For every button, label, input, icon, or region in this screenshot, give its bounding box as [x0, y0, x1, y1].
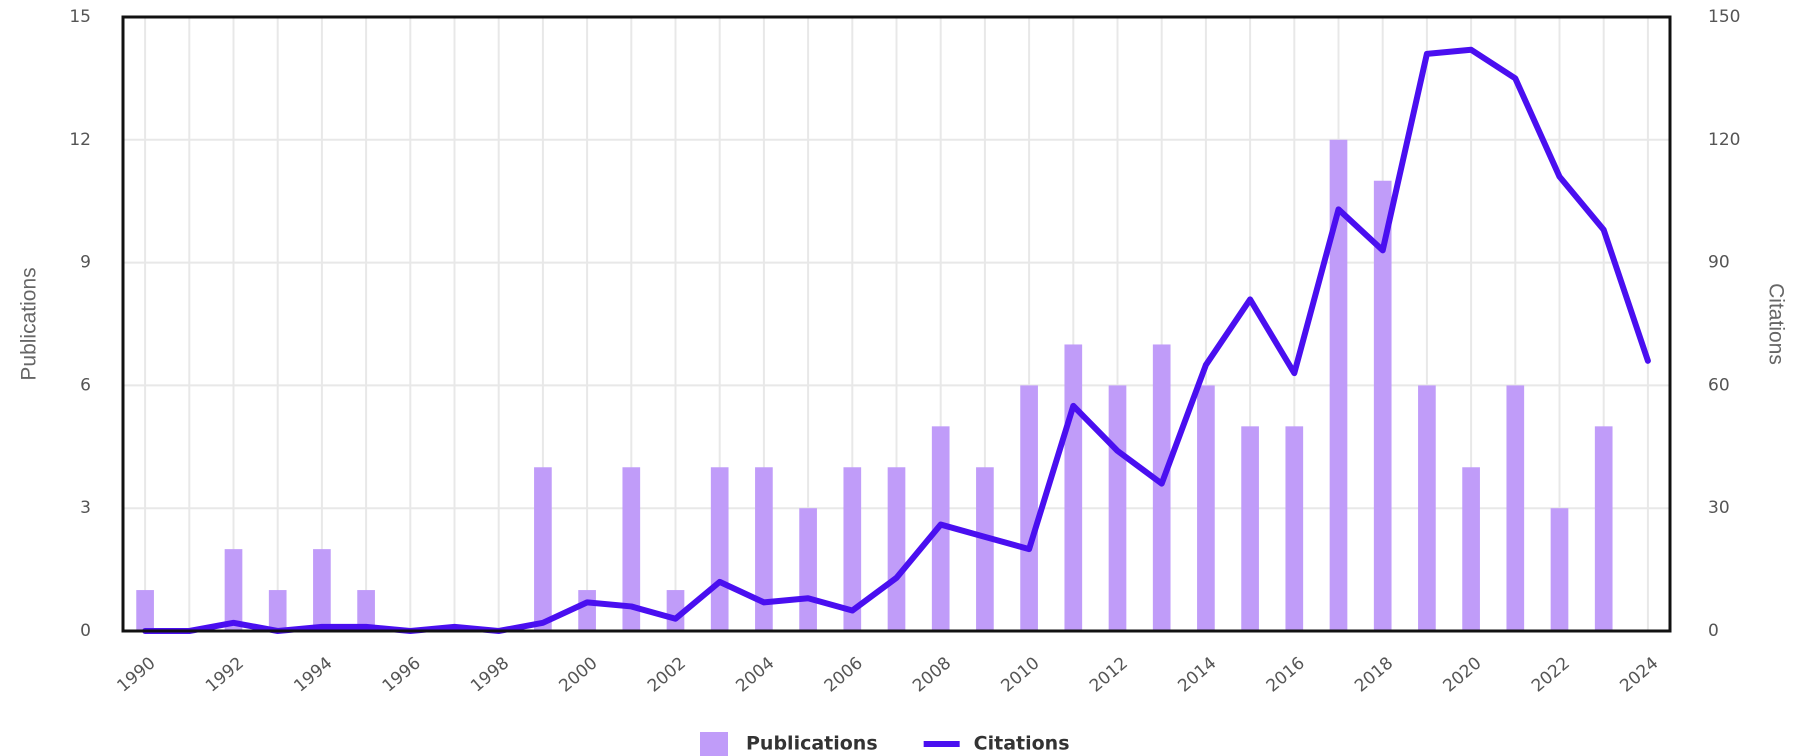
y-tick-label: 3: [80, 498, 91, 518]
y2-tick-label: 60: [1708, 375, 1730, 395]
x-tick-label: 2024: [1616, 653, 1662, 696]
x-tick-label: 2004: [732, 653, 778, 696]
x-tick-label: 1998: [467, 653, 513, 696]
y2-tick-label: 90: [1708, 253, 1730, 273]
x-tick-label: 2000: [556, 653, 602, 696]
y-tick-label: 12: [69, 130, 91, 150]
x-tick-label: 2016: [1263, 653, 1309, 696]
x-tick-label: 2018: [1351, 653, 1397, 696]
bar: [976, 467, 994, 631]
bar: [268, 590, 287, 631]
bar: [843, 467, 862, 631]
bar: [1241, 426, 1259, 631]
y2-tick-label: 120: [1708, 130, 1740, 150]
x-tick-label: 2022: [1528, 653, 1574, 696]
x-tick-label: 2008: [909, 653, 955, 696]
x-tick-label: 2014: [1174, 653, 1220, 696]
bar: [136, 590, 154, 631]
x-tick-label: 2020: [1440, 653, 1486, 696]
x-tick-label: 1996: [379, 653, 425, 696]
bar: [224, 549, 243, 631]
x-tick-label: 1992: [202, 653, 248, 696]
bar: [313, 549, 331, 631]
bar: [666, 590, 685, 631]
bar: [1418, 385, 1436, 631]
y-tick-label: 0: [80, 621, 91, 641]
bar: [357, 590, 375, 631]
x-tick-label: 2012: [1086, 653, 1132, 696]
y2-tick-label: 150: [1708, 7, 1740, 27]
y2-tick-label: 0: [1708, 621, 1719, 641]
y2-axis-title: Citations: [1764, 283, 1787, 365]
legend-label: Publications: [746, 733, 878, 755]
y-tick-label: 6: [80, 375, 91, 395]
y-axis-title: Publications: [18, 267, 41, 380]
x-tick-label: 1994: [290, 653, 336, 696]
bar: [1064, 344, 1083, 631]
bar: [1285, 426, 1304, 631]
bar: [755, 467, 773, 631]
bar: [1462, 467, 1480, 631]
y2-tick-label: 30: [1708, 498, 1730, 518]
bar: [799, 508, 817, 631]
y-tick-label: 15: [69, 7, 91, 27]
bar: [1152, 344, 1171, 631]
x-tick-label: 2010: [998, 653, 1044, 696]
plot-frame: [121, 15, 1672, 633]
bar: [1373, 180, 1392, 631]
bar: [1506, 385, 1525, 631]
bar: [578, 590, 596, 631]
legend-swatch: [700, 732, 728, 756]
x-tick-label: 1990: [114, 653, 160, 696]
bar: [887, 467, 906, 631]
x-tick-label: 2002: [644, 653, 690, 696]
y-tick-label: 9: [80, 253, 91, 273]
bar: [1594, 426, 1613, 631]
bar: [710, 467, 729, 631]
bar: [1197, 385, 1215, 631]
bar: [1329, 139, 1348, 632]
x-tick-label: 2006: [821, 653, 867, 696]
bar: [534, 467, 552, 631]
bar: [1108, 385, 1127, 631]
bar: [1020, 385, 1038, 631]
bar: [1550, 508, 1569, 631]
legend-label: Citations: [974, 733, 1070, 755]
bar: [622, 467, 641, 631]
